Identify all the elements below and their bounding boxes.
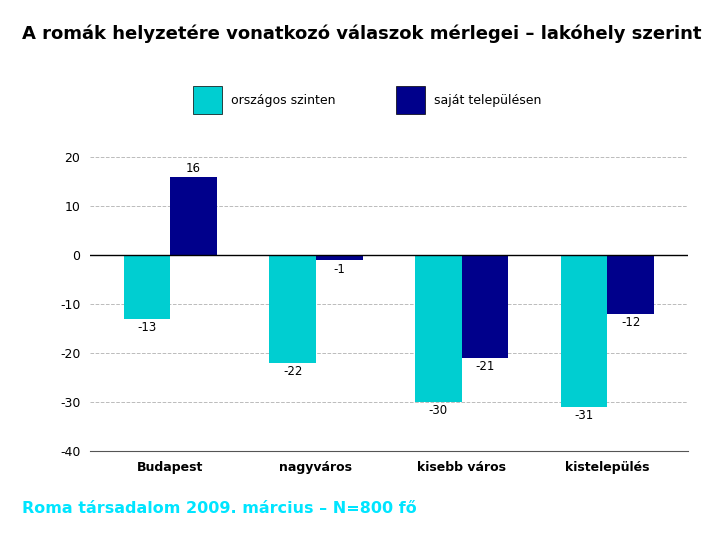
FancyBboxPatch shape — [396, 86, 425, 114]
Bar — [124, 255, 170, 319]
Text: -1: -1 — [333, 262, 345, 275]
Text: országos szinten: országos szinten — [231, 93, 336, 107]
Text: -30: -30 — [429, 404, 448, 417]
Bar — [415, 255, 462, 402]
Bar — [170, 177, 217, 255]
Text: -12: -12 — [621, 316, 641, 329]
Bar — [608, 255, 654, 314]
Bar — [462, 255, 508, 358]
Bar — [561, 255, 608, 407]
Text: A romák helyzetére vonatkozó válaszok mérlegei – lakóhely szerint: A romák helyzetére vonatkozó válaszok mé… — [22, 24, 701, 43]
Text: -31: -31 — [575, 409, 594, 422]
FancyBboxPatch shape — [194, 86, 222, 114]
Text: -22: -22 — [283, 365, 302, 379]
Text: 16: 16 — [186, 162, 201, 175]
Text: saját településen: saját településen — [434, 93, 541, 107]
Bar — [316, 255, 363, 260]
Text: -21: -21 — [475, 360, 495, 373]
Text: -13: -13 — [138, 321, 156, 334]
Text: Roma társadalom 2009. március – N=800 fő: Roma társadalom 2009. március – N=800 fő — [22, 502, 416, 516]
Bar — [269, 255, 316, 363]
